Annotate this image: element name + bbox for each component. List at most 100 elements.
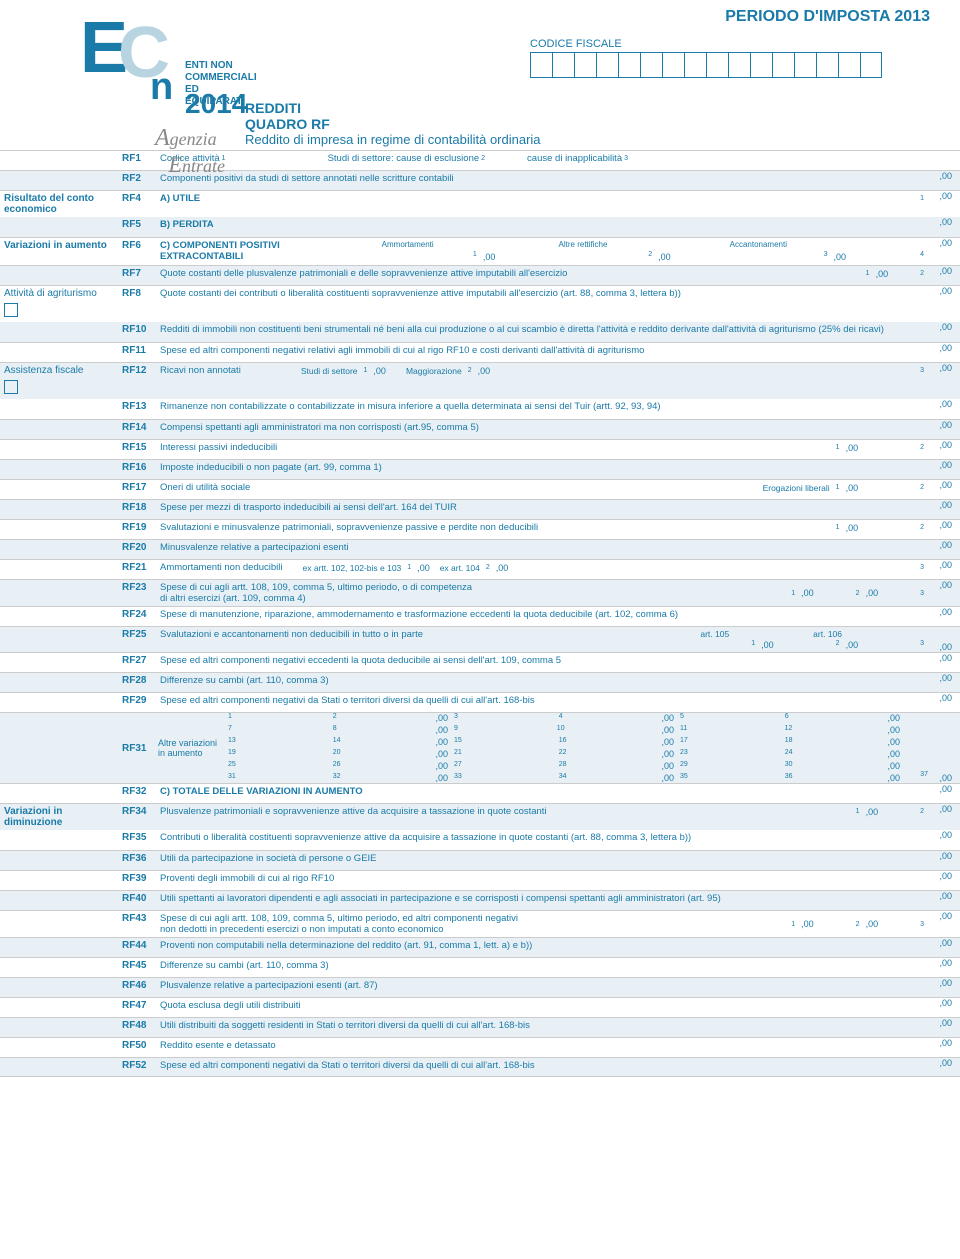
rf1-code: RF1 [120, 151, 156, 166]
row-rf43: RF43 Spese di cui agli artt. 108, 109, c… [0, 910, 960, 937]
rf47-code: RF47 [120, 998, 156, 1013]
row-rf25: RF25 Svalutazioni e accantonamenti non d… [0, 626, 960, 652]
rf21-exartt: ex artt. 102, 102-bis e 103 [303, 563, 402, 573]
rf15-val[interactable]: ,00 [930, 440, 960, 450]
rf44-code: RF44 [120, 938, 156, 953]
rf25-val[interactable]: ,00 [930, 642, 960, 652]
codice-fiscale-boxes[interactable] [530, 52, 882, 78]
form-year: 2014 [185, 88, 247, 120]
rf10-val[interactable]: ,00 [930, 322, 960, 332]
logo-area: C E n ENTI NON COMMERCIALIED EQUIPARATI … [80, 20, 128, 78]
rf18-val[interactable]: ,00 [930, 500, 960, 510]
rf21-val[interactable]: ,00 [930, 560, 960, 570]
rf13-val[interactable]: ,00 [930, 399, 960, 409]
rf52-val[interactable]: ,00 [930, 1058, 960, 1068]
row-rf15: RF15 Interessi passivi indeducibili1,002… [0, 439, 960, 459]
rf24-code: RF24 [120, 607, 156, 622]
rf52-label: Spese ed altri componenti negativi da St… [160, 1060, 535, 1071]
rf47-val[interactable]: ,00 [930, 998, 960, 1008]
rf32-val[interactable]: ,00 [930, 784, 960, 794]
rf20-val[interactable]: ,00 [930, 540, 960, 550]
rf25-art105: art. 105 [700, 629, 729, 640]
rf31-val[interactable]: ,00 [930, 773, 960, 783]
rf12-studi: Studi di settore [301, 366, 358, 376]
sidebar-variazioni-dim: Variazioni in diminuzione [0, 804, 120, 830]
rf28-val[interactable]: ,00 [930, 673, 960, 683]
rf45-val[interactable]: ,00 [930, 958, 960, 968]
rf27-val[interactable]: ,00 [930, 653, 960, 663]
rf23-val[interactable]: ,00 [930, 580, 960, 590]
rf19-val[interactable]: ,00 [930, 520, 960, 530]
rf45-label: Differenze su cambi (art. 110, comma 3) [160, 960, 329, 971]
assistenza-checkbox[interactable] [4, 380, 18, 394]
rf6-label1: C) COMPONENTI POSITIVI [160, 240, 320, 251]
row-rf8: Attività di agriturismo RF8 Quote costan… [0, 285, 960, 322]
rf6-val[interactable]: ,00 [930, 238, 960, 248]
row-rf4: Risultato del conto economico RF4 A) UTI… [0, 190, 960, 217]
rf40-val[interactable]: ,00 [930, 891, 960, 901]
rf36-code: RF36 [120, 851, 156, 866]
rf7-val[interactable]: ,00 [930, 266, 960, 276]
rf14-code: RF14 [120, 420, 156, 435]
rf11-val[interactable]: ,00 [930, 343, 960, 353]
rf2-val[interactable]: ,00 [930, 171, 960, 181]
row-rf21: RF21 Ammortamenti non deducibili ex artt… [0, 559, 960, 579]
rf44-val[interactable]: ,00 [930, 938, 960, 948]
row-rf29: RF29 Spese ed altri componenti negativi … [0, 692, 960, 712]
rf8-code: RF8 [120, 286, 156, 301]
rf5-label: B) PERDITA [160, 219, 214, 230]
rf48-val[interactable]: ,00 [930, 1018, 960, 1028]
rf29-val[interactable]: ,00 [930, 693, 960, 703]
rf16-val[interactable]: ,00 [930, 460, 960, 470]
rf27-label: Spese ed altri componenti negativi ecced… [160, 655, 561, 666]
quadro-header: REDDITI QUADRO RF Reddito di impresa in … [245, 100, 541, 147]
rf46-val[interactable]: ,00 [930, 978, 960, 988]
rf39-val[interactable]: ,00 [930, 871, 960, 881]
row-rf19: RF19 Svalutazioni e minusvalenze patrimo… [0, 519, 960, 539]
rf34-code: RF34 [120, 804, 156, 819]
rf34-val[interactable]: ,00 [930, 804, 960, 814]
row-rf11: RF11 Spese ed altri componenti negativi … [0, 342, 960, 362]
rf50-label: Reddito esente e detassato [160, 1040, 276, 1051]
row-rf47: RF47 Quota esclusa degli utili distribui… [0, 997, 960, 1017]
rf39-label: Proventi degli immobili di cui al rigo R… [160, 873, 334, 884]
rf8-val[interactable]: ,00 [930, 286, 960, 296]
rf25-art106: art. 106 [813, 629, 842, 640]
row-rf35: RF35 Contributi o liberalità costituenti… [0, 830, 960, 850]
row-rf23: RF23 Spese di cui agli artt. 108, 109, c… [0, 579, 960, 606]
rf4-val[interactable]: ,00 [930, 191, 960, 201]
row-rf32: RF32 C) TOTALE DELLE VARIAZIONI IN AUMEN… [0, 783, 960, 803]
rf14-val[interactable]: ,00 [930, 420, 960, 430]
row-rf2: RF2 Componenti positivi da studi di sett… [0, 170, 960, 190]
rf5-val[interactable]: ,00 [930, 217, 960, 227]
row-rf27: RF27 Spese ed altri componenti negativi … [0, 652, 960, 672]
rf35-label: Contributi o liberalità costituenti sopr… [160, 832, 691, 843]
rf23-code: RF23 [120, 580, 156, 595]
rf43-val[interactable]: ,00 [930, 911, 960, 921]
rf50-val[interactable]: ,00 [930, 1038, 960, 1048]
rf17-val[interactable]: ,00 [930, 480, 960, 490]
rf31-label: Altre variazioni in aumento [156, 736, 226, 760]
rf31-grid: 12,00 34,00 56,00 78,00 910,00 1112,00 1… [226, 713, 900, 783]
rf35-val[interactable]: ,00 [930, 830, 960, 840]
rf36-val[interactable]: ,00 [930, 851, 960, 861]
sidebar-assistenza: Assistenza fiscale [0, 363, 120, 399]
rf6-rettif: Altre rettifiche [495, 240, 670, 251]
agriturismo-checkbox[interactable] [4, 303, 18, 317]
rf32-label: C) TOTALE DELLE VARIAZIONI IN AUMENTO [160, 786, 363, 797]
sidebar-risultato: Risultato del conto economico [0, 191, 120, 217]
row-rf16: RF16 Imposte indeducibili o non pagate (… [0, 459, 960, 479]
row-rf13: RF13 Rimanenze non contabilizzate o cont… [0, 399, 960, 419]
rf24-val[interactable]: ,00 [930, 607, 960, 617]
codice-fiscale-label: CODICE FISCALE [530, 38, 622, 50]
rf4-code: RF4 [120, 191, 156, 206]
rf12-val[interactable]: ,00 [930, 363, 960, 373]
rf40-label: Utili spettanti ai lavoratori dipendenti… [160, 893, 721, 904]
rf6-accant: Accantonamenti [671, 240, 846, 251]
redditi-label: REDDITI [245, 100, 541, 116]
row-rf36: RF36 Utili da partecipazione in società … [0, 850, 960, 870]
rf25-label: Svalutazioni e accantonamenti non deduci… [160, 629, 423, 640]
row-rf34: Variazioni in diminuzione RF34 Plusvalen… [0, 803, 960, 830]
rf12-label: Ricavi non annotati [160, 365, 241, 376]
rf2-code: RF2 [120, 171, 156, 186]
